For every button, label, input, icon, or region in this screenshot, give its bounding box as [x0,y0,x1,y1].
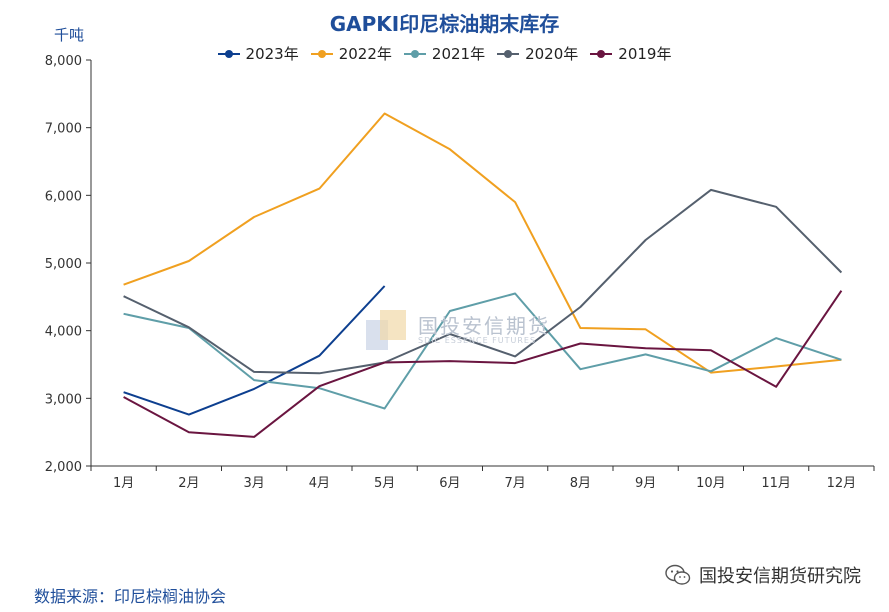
y-axis-unit: 千吨 [54,26,85,44]
wechat-icon [665,564,691,585]
data-source: 数据来源：印尼棕榈油协会 [34,587,227,606]
legend-label: 2022年 [338,45,392,63]
chart-title: GAPKI印尼棕油期末库存 [329,12,560,36]
legend-swatch [590,48,613,60]
y-tick-label: 6,000 [45,189,82,204]
x-tick-label: 6月 [439,476,460,491]
x-tick-label: 11月 [761,476,791,491]
legend-label: 2023年 [245,45,299,63]
legend-label: 2020年 [525,45,579,63]
series-layer [123,112,843,438]
legend-swatch [403,48,426,60]
legend-item: 2019年 [590,43,671,64]
legend-label: 2019年 [618,45,672,63]
x-tick-label: 4月 [309,476,330,491]
x-tick-label: 8月 [570,476,591,491]
x-tick-label: 2月 [178,476,199,491]
y-tick-label: 2,000 [45,460,82,475]
legend-label: 2021年 [431,45,486,63]
x-tick-label: 1月 [113,476,134,491]
axis-layer: 2,000 3,000 4,000 5,000 6,000 7,000 8,000 1月 2月 3… [45,54,875,491]
x-tick-label: 7月 [504,476,525,491]
watermark-subtext: SDIC ESSENCE FUTURES [418,336,537,345]
legend-item: 2020年 [497,43,578,64]
y-tick-label: 8,000 [45,54,82,69]
x-tick-label: 12月 [827,476,857,491]
legend-item: 2023年 [217,43,299,64]
y-tick-label: 3,000 [45,392,82,407]
series-line-2022年 [123,112,842,374]
legend-swatch [310,48,333,60]
legend-swatch [497,48,520,60]
x-tick-label: 3月 [243,476,264,491]
y-tick-label: 7,000 [45,122,82,137]
series-line-2020年 [123,188,843,375]
y-tick-label: 4,000 [45,325,82,340]
y-tick-label: 5,000 [45,257,82,272]
legend-item: 2021年 [403,43,486,64]
brand: 国投安信期货研究院 [665,562,861,588]
chart-legend: 2023年 2022年 2021年 2020年 2019年 [0,43,889,64]
watermark: 国投安信期货 SDIC ESSENCE FUTURES [366,308,596,358]
x-tick-label: 5月 [374,476,395,491]
series-line-2019年 [123,290,843,438]
legend-item: 2022年 [310,43,392,64]
watermark-logo-icon [366,310,406,350]
legend-swatch [217,48,240,60]
x-tick-label: 10月 [696,476,726,491]
watermark-text: 国投安信期货 [418,314,550,338]
brand-name: 国投安信期货研究院 [699,566,861,587]
x-tick-label: 9月 [635,476,656,491]
series-line-2021年 [123,292,842,410]
